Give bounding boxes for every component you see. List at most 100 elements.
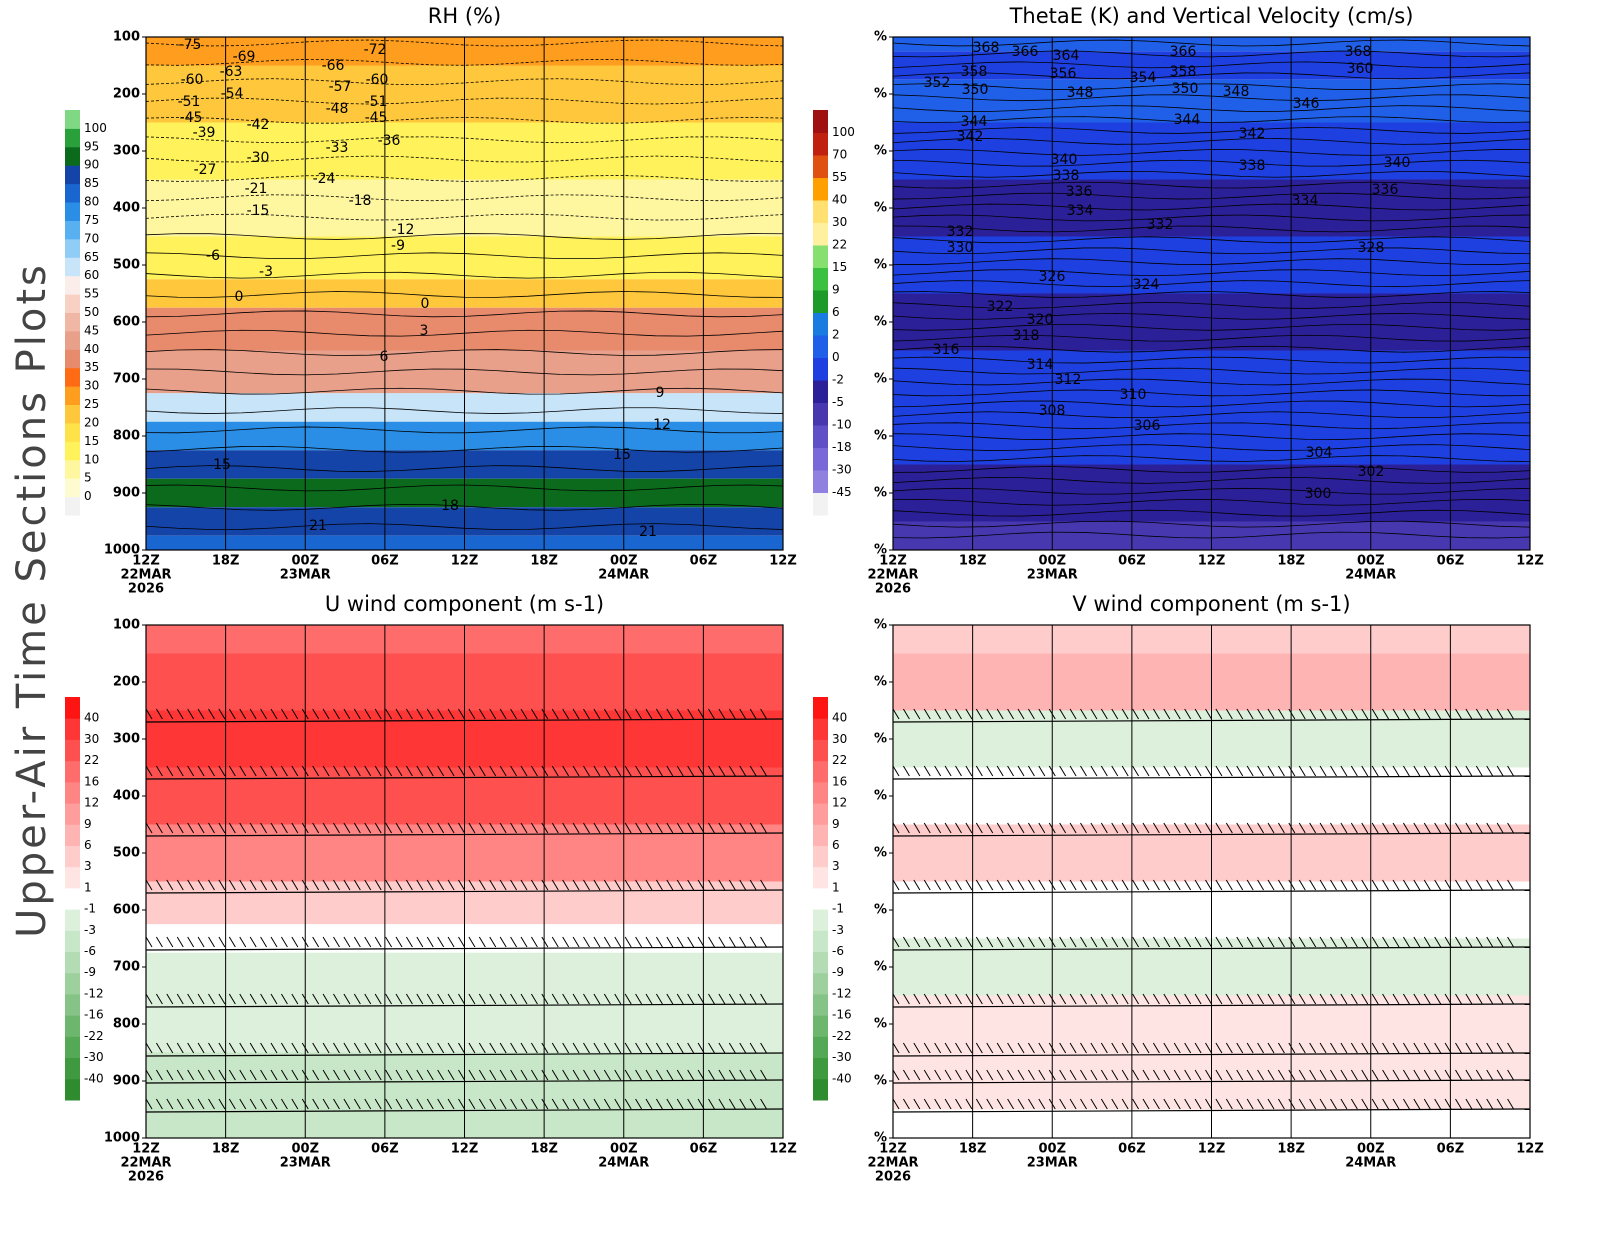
barb	[1361, 1098, 1369, 1110]
barb	[447, 1069, 455, 1081]
barb	[416, 822, 424, 834]
colorbar-label: 40	[84, 711, 99, 725]
colorbar-swatch	[813, 951, 828, 974]
barb	[155, 1042, 163, 1054]
barb	[353, 879, 361, 891]
barb	[1059, 879, 1067, 891]
barb	[155, 822, 163, 834]
colorbar-label: -30	[832, 463, 852, 477]
colorbar-swatch	[65, 220, 80, 240]
barb	[1298, 879, 1306, 891]
x-tick-label: 12Z	[1198, 1142, 1226, 1157]
contour-label: 302	[1358, 464, 1385, 480]
barb	[749, 1069, 757, 1081]
barb	[1225, 765, 1233, 777]
barb	[1507, 1042, 1515, 1054]
barb	[343, 879, 351, 891]
colorbar-swatch	[813, 470, 828, 493]
barb	[1184, 1098, 1192, 1110]
colorbar-swatch	[813, 425, 828, 448]
colorbar-label: -12	[832, 986, 852, 1000]
barb	[1434, 1042, 1442, 1054]
barb	[1382, 822, 1390, 834]
barb	[645, 1042, 653, 1054]
barb	[280, 936, 288, 948]
colorbar-label: 15	[832, 260, 847, 274]
barb	[197, 1098, 205, 1110]
barb	[374, 1042, 382, 1054]
barb	[760, 879, 768, 891]
barb	[1402, 1069, 1410, 1081]
barb	[708, 708, 715, 720]
barb	[239, 765, 247, 777]
barb	[1257, 936, 1265, 948]
barb	[1371, 708, 1379, 720]
barb	[197, 765, 205, 777]
barb	[343, 1069, 351, 1081]
barb	[1371, 1098, 1379, 1110]
contour-line	[146, 194, 783, 202]
barb	[197, 708, 205, 720]
barb	[343, 993, 351, 1005]
y-tick-label: 500	[113, 258, 140, 273]
barb	[760, 822, 768, 834]
contour-label: 360	[1347, 61, 1374, 77]
barb	[228, 822, 236, 834]
barb	[437, 1098, 445, 1110]
barb	[1382, 1098, 1390, 1110]
contour-label: 356	[1050, 66, 1077, 82]
barb	[893, 822, 900, 834]
barb	[333, 822, 340, 834]
barb	[739, 1069, 747, 1081]
barb	[520, 1098, 528, 1110]
barb	[530, 708, 538, 720]
colorbar-label: 30	[84, 379, 99, 393]
barb	[1382, 1042, 1390, 1054]
barb	[1288, 1069, 1296, 1081]
barb	[280, 993, 288, 1005]
barb	[1215, 1098, 1223, 1110]
barb	[1413, 822, 1421, 834]
colorbar-swatch	[813, 718, 828, 740]
contour-label: -48	[326, 101, 349, 117]
colorbar-swatch	[65, 845, 80, 868]
barb	[1038, 765, 1046, 777]
barb	[218, 765, 226, 777]
barb	[1121, 879, 1129, 891]
barb	[447, 708, 455, 720]
barb	[520, 708, 528, 720]
barb	[624, 822, 632, 834]
colorbar-swatch	[813, 380, 828, 403]
barb	[1215, 765, 1223, 777]
barb	[1142, 1069, 1150, 1081]
barb	[187, 1069, 195, 1081]
contour-label: -36	[378, 133, 401, 149]
barb	[239, 822, 247, 834]
x-year-label: 2026	[128, 1170, 164, 1185]
barb	[1152, 1042, 1160, 1054]
x-date-label: 24MAR	[1345, 568, 1396, 583]
barb	[1267, 765, 1275, 777]
barb	[1184, 1042, 1192, 1054]
barb	[1402, 879, 1410, 891]
barb	[1194, 1042, 1202, 1054]
barb	[1225, 708, 1233, 720]
colorbar-swatch	[65, 146, 80, 166]
barb	[1017, 765, 1025, 777]
barb	[260, 765, 268, 777]
barb	[902, 708, 910, 720]
barb	[572, 822, 580, 834]
barb	[364, 822, 372, 834]
barb	[1350, 879, 1358, 891]
barb	[499, 765, 507, 777]
barb	[1027, 708, 1035, 720]
y-tick-label: %	[874, 30, 887, 45]
barb	[437, 993, 445, 1005]
barb	[708, 765, 715, 777]
barb	[489, 936, 497, 948]
barb	[385, 765, 393, 777]
colorbar-swatch	[65, 866, 80, 889]
colorbar-label: 3	[832, 859, 840, 873]
barb	[1090, 1098, 1098, 1110]
barb	[208, 1069, 215, 1081]
